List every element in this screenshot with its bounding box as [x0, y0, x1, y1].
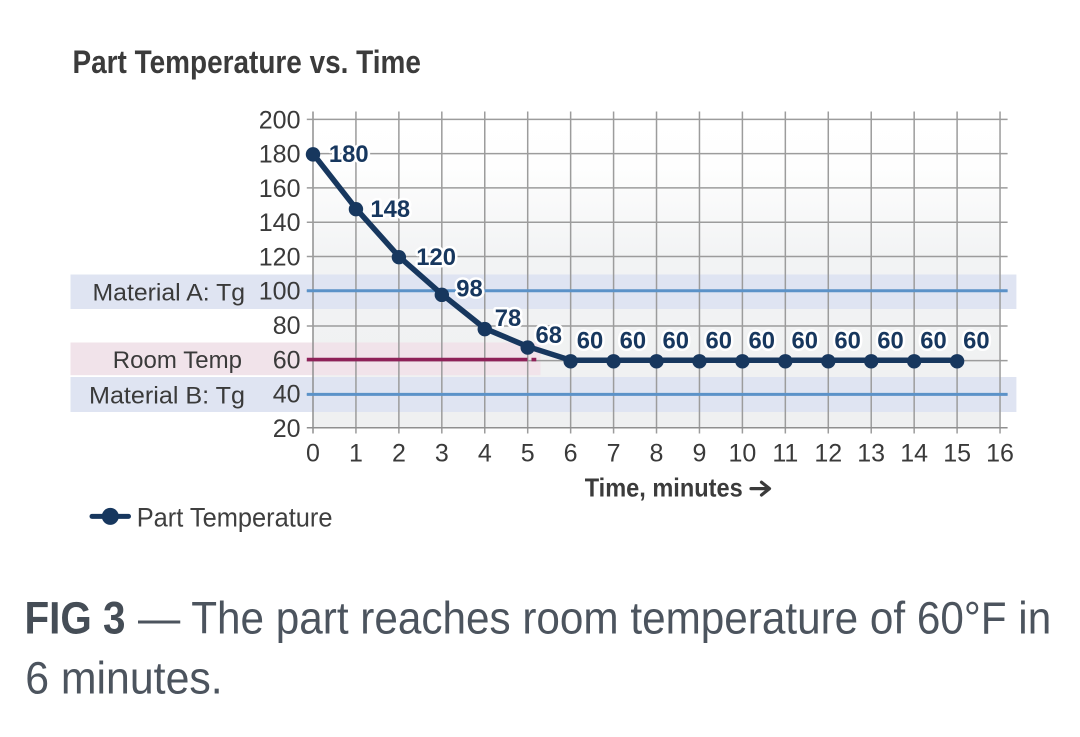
svg-text:60: 60	[920, 328, 946, 355]
svg-text:160: 160	[259, 175, 301, 203]
svg-text:80: 80	[273, 312, 301, 340]
svg-text:8: 8	[650, 439, 664, 467]
svg-text:16: 16	[986, 439, 1014, 467]
svg-text:Room Temp: Room Temp	[113, 347, 242, 374]
svg-text:Material A: Tg: Material A: Tg	[93, 279, 246, 306]
svg-text:60: 60	[577, 328, 603, 355]
svg-text:4: 4	[478, 439, 492, 467]
svg-text:20: 20	[273, 415, 301, 443]
svg-text:Part Temperature: Part Temperature	[137, 502, 333, 532]
svg-text:5: 5	[521, 439, 535, 467]
svg-text:60: 60	[273, 346, 301, 374]
svg-text:60: 60	[963, 328, 989, 355]
svg-text:14: 14	[900, 439, 928, 467]
svg-text:40: 40	[273, 381, 301, 409]
svg-text:11: 11	[772, 439, 798, 467]
svg-text:6: 6	[564, 439, 578, 467]
svg-text:3: 3	[435, 439, 449, 467]
svg-text:100: 100	[259, 278, 301, 306]
svg-text:10: 10	[728, 439, 756, 467]
svg-text:140: 140	[259, 209, 301, 237]
svg-text:2: 2	[392, 439, 406, 467]
svg-text:Material B: Tg: Material B: Tg	[89, 382, 245, 409]
svg-text:— The part reaches room temper: — The part reaches room temperature of 6…	[138, 593, 1051, 644]
svg-text:60: 60	[748, 328, 774, 355]
svg-text:12: 12	[814, 439, 842, 467]
svg-text:13: 13	[857, 439, 885, 467]
svg-text:78: 78	[495, 305, 521, 332]
svg-text:60: 60	[877, 328, 903, 355]
svg-text:Time, minutes: Time, minutes	[585, 473, 743, 503]
svg-text:60: 60	[620, 328, 646, 355]
svg-text:148: 148	[370, 196, 410, 223]
svg-text:FIG 3: FIG 3	[25, 593, 126, 644]
svg-text:7: 7	[607, 439, 621, 467]
svg-text:Part Temperature vs. Time: Part Temperature vs. Time	[73, 44, 421, 80]
svg-text:120: 120	[259, 244, 301, 272]
svg-text:9: 9	[693, 439, 707, 467]
svg-text:120: 120	[416, 244, 456, 271]
svg-text:60: 60	[834, 328, 860, 355]
svg-text:6 minutes.: 6 minutes.	[25, 653, 223, 704]
svg-text:60: 60	[706, 328, 732, 355]
svg-text:180: 180	[329, 141, 369, 168]
svg-text:60: 60	[663, 328, 689, 355]
svg-text:98: 98	[456, 276, 482, 303]
svg-text:15: 15	[943, 439, 971, 467]
svg-text:0: 0	[306, 439, 320, 467]
svg-text:68: 68	[536, 322, 562, 349]
svg-text:60: 60	[791, 328, 817, 355]
svg-text:1: 1	[349, 439, 363, 467]
svg-text:180: 180	[259, 141, 301, 169]
svg-text:200: 200	[259, 106, 301, 134]
